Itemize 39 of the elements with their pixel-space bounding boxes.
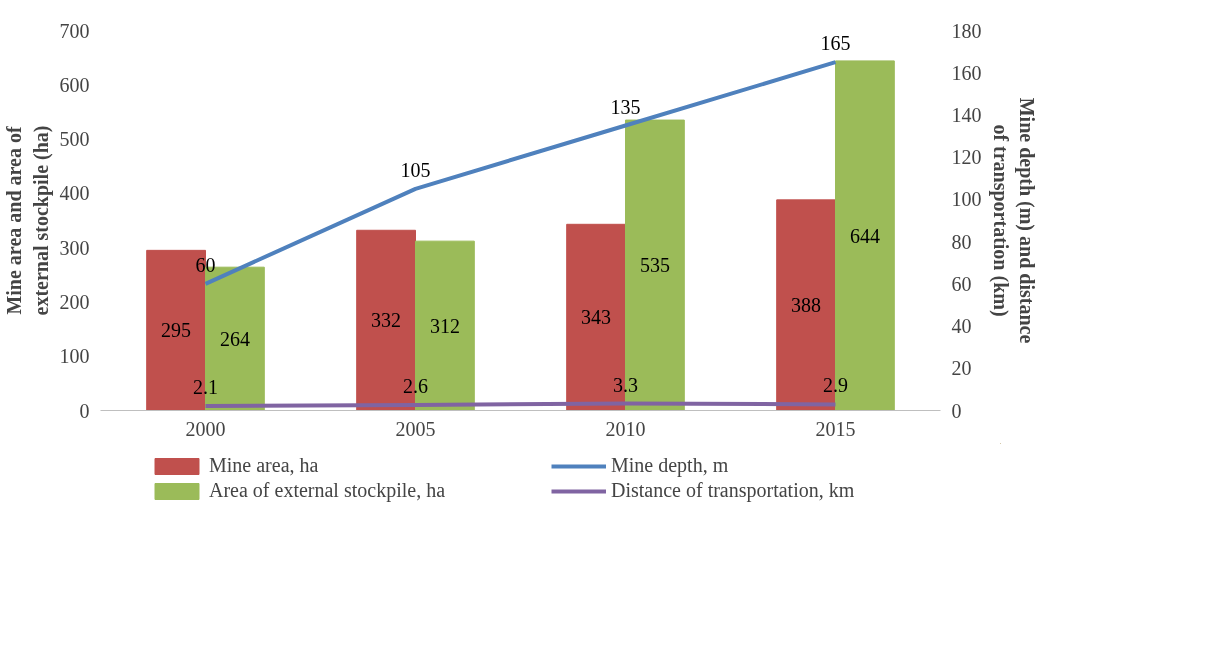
y-tick-label: 500: [59, 128, 90, 151]
y2-tick-label: 80: [951, 230, 972, 253]
y-tick-label: 400: [59, 182, 90, 205]
legend-label: Mine area, ha: [209, 454, 320, 477]
data-label: 264: [219, 327, 250, 350]
x-tick-label: 2005: [395, 417, 436, 440]
y-tick-label: 600: [59, 73, 90, 96]
data-label: 332: [371, 309, 402, 332]
y-tick-label: 100: [59, 345, 90, 368]
x-tick-label: 2010: [605, 417, 646, 440]
y2-tick-label: 0: [951, 399, 962, 422]
y-tick-label: 200: [59, 290, 90, 313]
y-tick-label: 700: [59, 19, 90, 42]
y2-tick-label: 140: [951, 103, 982, 126]
y2-tick-label: 20: [951, 357, 972, 380]
y2-tick-label: 60: [951, 272, 972, 295]
data-label: 388: [791, 294, 822, 317]
y2-tick-label: 120: [951, 146, 982, 169]
x-tick-label: 2000: [185, 417, 226, 440]
data-label: 135: [610, 95, 641, 118]
data-label: 105: [400, 158, 431, 181]
data-label: 343: [581, 306, 612, 329]
legend-label: Mine depth, m: [611, 454, 730, 477]
data-label: 644: [849, 224, 880, 247]
y2-tick-label: 160: [951, 61, 982, 84]
y-axis-title: Mine area and area of external stockpile (ha): [3, 125, 53, 316]
legend-label: Distance of transportation, km: [611, 479, 856, 502]
x-tick-label: 2015: [815, 417, 856, 440]
data-label: 165: [820, 32, 851, 55]
y2-tick-label: 40: [951, 315, 972, 338]
y-tick-label: 300: [59, 236, 90, 259]
y2-axis-title: Mine depth (m) and distance of transportation (km): [988, 97, 1038, 344]
y2-tick-label: 100: [951, 188, 982, 211]
data-label: 295: [161, 319, 192, 342]
data-label: 535: [639, 254, 670, 277]
y-tick-label: 0: [79, 399, 90, 422]
data-label: 312: [429, 314, 460, 337]
legend-label: Area of external stockpile, ha: [209, 479, 446, 502]
y2-tick-label: 180: [951, 19, 982, 42]
